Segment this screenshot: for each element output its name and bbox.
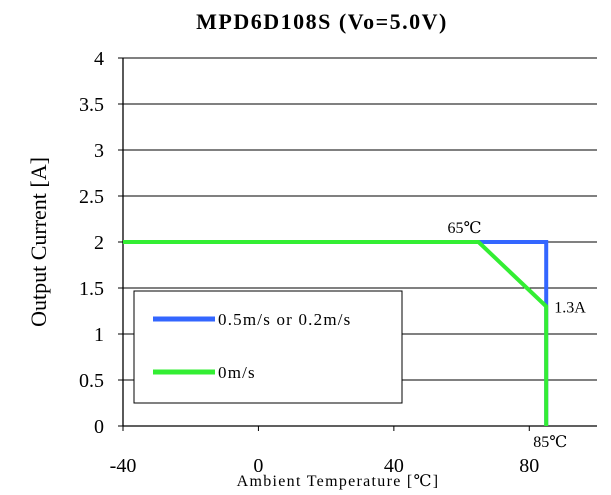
x-tick-label: 0 bbox=[253, 455, 263, 477]
tick-labels: 0 0.5 1 1.5 2 2.5 3 3.5 4 -40 0 40 80 bbox=[79, 48, 539, 477]
annotation-65c: 65℃ bbox=[448, 220, 482, 237]
legend: 0.5m/s or 0.2m/s 0m/s bbox=[133, 290, 403, 404]
x-tick-label: -40 bbox=[110, 455, 137, 477]
series-line-green bbox=[123, 240, 549, 426]
y-tick-label: 0.5 bbox=[79, 370, 104, 392]
annotations: 65℃ 1.3A 85℃ bbox=[448, 220, 587, 451]
y-tick-label: 0 bbox=[94, 416, 104, 438]
y-tick-label: 1.5 bbox=[79, 278, 104, 300]
y-tick-label: 2.5 bbox=[79, 186, 104, 208]
series-lines bbox=[123, 240, 549, 426]
legend-label-blue: 0.5m/s or 0.2m/s bbox=[218, 310, 352, 329]
chart-title: MPD6D108S (Vo=5.0V) bbox=[196, 9, 448, 34]
x-tick-label: 80 bbox=[519, 455, 539, 477]
legend-label-green: 0m/s bbox=[218, 363, 256, 382]
x-tick-label: 40 bbox=[384, 455, 404, 477]
annotation-1-3a: 1.3A bbox=[554, 299, 586, 316]
legend-box bbox=[133, 290, 403, 404]
y-tick-label: 2 bbox=[94, 232, 104, 254]
y-axis-label: Output Current [A] bbox=[26, 157, 51, 327]
annotation-85c: 85℃ bbox=[533, 434, 567, 451]
y-tick-label: 4 bbox=[94, 48, 104, 70]
y-tick-label: 3 bbox=[94, 140, 104, 162]
y-tick-label: 3.5 bbox=[79, 94, 104, 116]
y-tick-label: 1 bbox=[94, 324, 104, 346]
x-axis-label: Ambient Temperature [℃] bbox=[237, 473, 440, 490]
